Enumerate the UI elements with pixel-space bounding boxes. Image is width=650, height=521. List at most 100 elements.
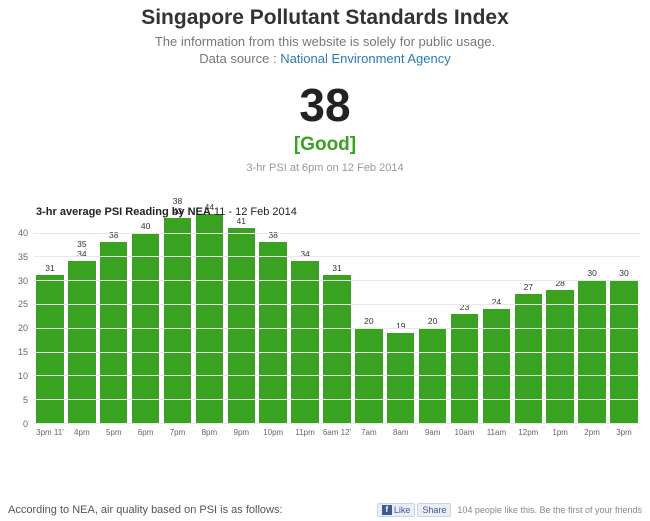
y-tick-label: 10 [18,371,28,381]
bar-slot: 30 [576,204,608,423]
bar-slot: 23 [449,204,481,423]
footer-text: According to NEA, air quality based on P… [8,504,283,516]
source-link[interactable]: National Environment Agency [280,51,451,66]
bars-container: 3134353840433844413834312019202324272830… [34,204,640,423]
grid-line [34,328,640,329]
bar-slot: 44 [193,204,225,423]
bar-slot: 20 [417,204,449,423]
bar-value-label-secondary: 35 [77,239,86,249]
chart-title: 3-hr average PSI Reading by NEA 11 - 12 … [36,206,297,218]
bar: 31 [36,275,63,423]
bar-slot: 30 [608,204,640,423]
y-axis: 0510152025303540 [8,204,32,424]
bar: 27 [515,294,542,423]
fb-note: 104 people like this. Be the first of yo… [457,505,642,515]
x-tick-label: 5pm [98,424,130,444]
bar: 31 [323,275,350,423]
current-psi-rating: [Good] [0,134,650,156]
bar-slot: 19 [385,204,417,423]
bar: 24 [483,309,510,423]
y-tick-label: 20 [18,323,28,333]
x-tick-label: 2pm [576,424,608,444]
bar-value-label: 31 [332,263,341,273]
x-tick-label: 6pm [130,424,162,444]
x-tick-label: 8am [385,424,417,444]
x-tick-label: 10pm [257,424,289,444]
bar-value-label: 34 [300,249,309,259]
x-tick-label: 11am [480,424,512,444]
x-tick-label: 9pm [225,424,257,444]
bar-slot: 38 [257,204,289,423]
x-tick-label: 12pm [512,424,544,444]
x-tick-label: 7pm [162,424,194,444]
bar-slot: 31 [321,204,353,423]
bar-slot: 31 [34,204,66,423]
fb-like-button[interactable]: f Like [377,503,416,517]
bar-slot: 27 [512,204,544,423]
bar: 23 [451,314,478,424]
bar-slot: 40 [130,204,162,423]
x-tick-label: 6am 12' [321,424,353,444]
bar-value-label: 24 [492,297,501,307]
grid-line [34,375,640,376]
y-tick-label: 25 [18,299,28,309]
bar: 19 [387,333,414,423]
bar-slot: 34 [289,204,321,423]
bar-slot: 4338 [162,204,194,423]
facebook-widget: f Like Share 104 people like this. Be th… [377,503,642,517]
bar: 44 [196,214,223,423]
x-tick-label: 10am [449,424,481,444]
fb-like-label: Like [394,505,411,515]
x-tick-label: 8pm [193,424,225,444]
x-tick-label: 3pm 11' [34,424,66,444]
x-tick-label: 4pm [66,424,98,444]
plot-area: 3134353840433844413834312019202324272830… [34,204,640,424]
x-tick-label: 3pm [608,424,640,444]
bar-slot: 38 [98,204,130,423]
bar: 38 [100,242,127,423]
bar-slot: 28 [544,204,576,423]
current-psi-value: 38 [0,78,650,132]
source-line: Data source : National Environment Agenc… [0,51,650,66]
x-axis: 3pm 11'4pm5pm6pm7pm8pm9pm10pm11pm6am 12'… [34,424,640,444]
subtitle: The information from this website is sol… [0,34,650,49]
fb-share-label: Share [422,505,446,515]
footer: According to NEA, air quality based on P… [8,503,642,517]
bar-slot: 20 [353,204,385,423]
bar-value-label: 30 [587,268,596,278]
grid-line [34,304,640,305]
facebook-icon: f [382,505,392,515]
bar-value-label-secondary: 38 [173,196,182,206]
chart-title-dates: 11 - 12 Feb 2014 [211,206,297,218]
fb-share-button[interactable]: Share [417,503,451,517]
bar-slot: 41 [225,204,257,423]
bar-value-label: 31 [45,263,54,273]
x-tick-label: 1pm [544,424,576,444]
bar-value-label: 20 [428,316,437,326]
grid-line [34,280,640,281]
current-timestamp: 3-hr PSI at 6pm on 12 Feb 2014 [0,162,650,174]
x-tick-label: 11pm [289,424,321,444]
bar-value-label: 20 [364,316,373,326]
y-tick-label: 0 [23,419,28,429]
bar-slot: 24 [480,204,512,423]
y-tick-label: 40 [18,228,28,238]
y-tick-label: 35 [18,252,28,262]
grid-line [34,256,640,257]
grid-line [34,352,640,353]
bar-value-label: 27 [524,282,533,292]
bar-value-label: 40 [141,221,150,231]
y-tick-label: 30 [18,276,28,286]
y-tick-label: 15 [18,347,28,357]
page-title: Singapore Pollutant Standards Index [0,6,650,30]
grid-line [34,233,640,234]
bar-value-label: 19 [396,321,405,331]
x-tick-label: 7am [353,424,385,444]
source-label: Data source : [199,51,280,66]
bar: 38 [259,242,286,423]
bar-slot: 3435 [66,204,98,423]
chart-title-prefix: 3-hr average PSI Reading by NEA [36,206,211,218]
bar-value-label: 34 [77,249,86,259]
grid-line [34,399,640,400]
bar: 28 [546,290,573,423]
